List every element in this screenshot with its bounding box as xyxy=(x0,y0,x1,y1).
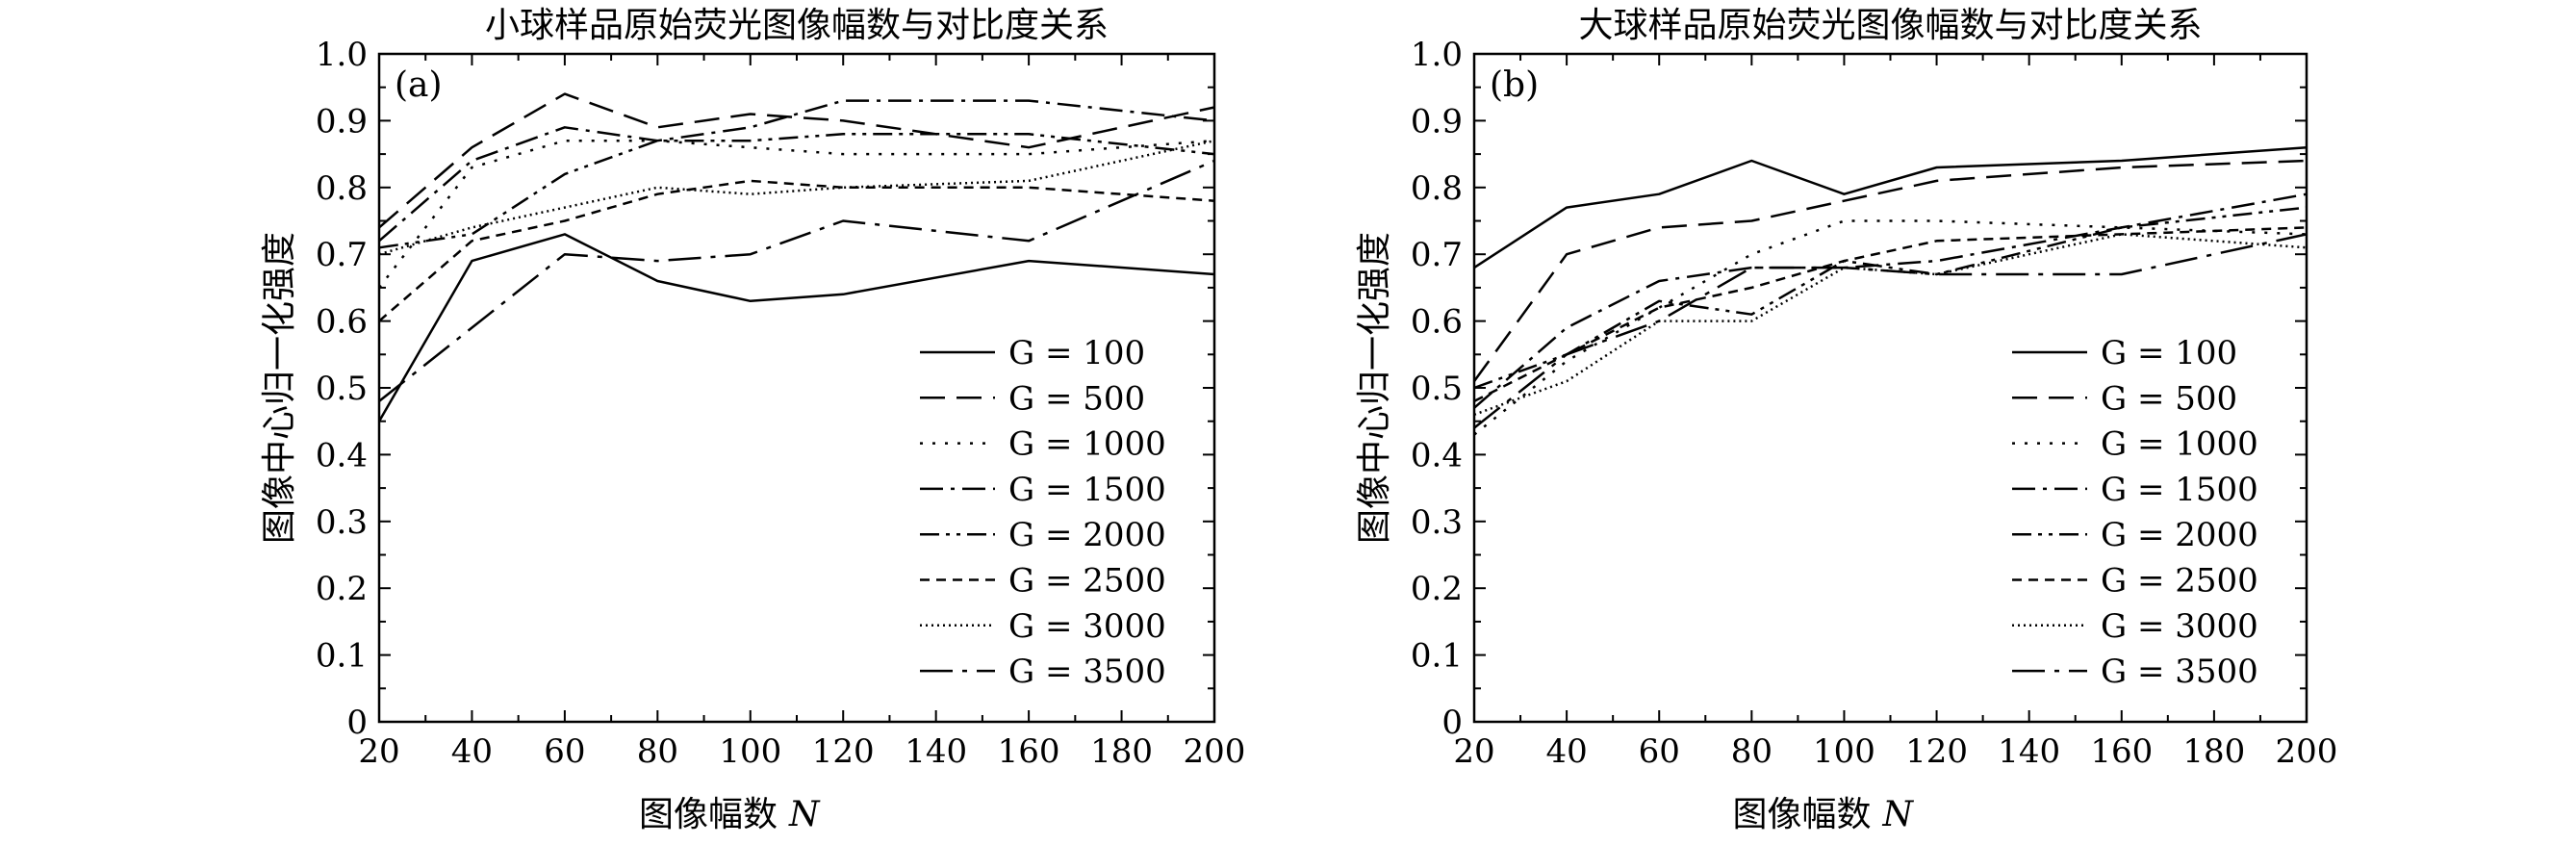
legend-label: G = 2000 xyxy=(1008,516,1166,554)
x-tick-label: 200 xyxy=(2276,732,2338,771)
series-line-2500 xyxy=(1473,226,2308,403)
y-tick-label: 0 xyxy=(1441,704,1463,742)
x-tick-label: 180 xyxy=(2182,732,2245,771)
series-line-1500 xyxy=(1473,192,2308,409)
x-tick-label: 40 xyxy=(1545,732,1587,771)
x-tick-label: 60 xyxy=(1639,732,1680,771)
y-axis-label: 图像中心归一化强度 xyxy=(260,232,299,544)
x-tick-label: 20 xyxy=(1453,732,1494,771)
x-tick-label: 60 xyxy=(544,732,585,771)
y-tick-label: 0.3 xyxy=(316,503,368,542)
legend-label: G = 3500 xyxy=(2101,653,2258,691)
x-tick-label: 120 xyxy=(1905,732,1968,771)
y-tick-label: 0.1 xyxy=(1411,637,1463,676)
legend-label: G = 2000 xyxy=(2101,516,2258,554)
x-tick-label: 100 xyxy=(1813,732,1875,771)
x-axis-variable: N xyxy=(788,795,821,834)
y-tick-label: 0.4 xyxy=(1411,436,1463,474)
y-tick-label: 0.3 xyxy=(1411,503,1463,542)
x-tick-label: 120 xyxy=(812,732,875,771)
series-line-1000 xyxy=(1473,219,2308,436)
y-tick-label: 0.9 xyxy=(316,102,368,141)
series-line-500 xyxy=(378,92,1215,229)
y-tick-label: 0.8 xyxy=(1411,169,1463,208)
series-line-100 xyxy=(377,233,1215,422)
x-tick-label: 100 xyxy=(719,732,781,771)
series-line-3000 xyxy=(1473,233,2308,416)
legend-label: G = 3000 xyxy=(2101,607,2258,646)
y-axis-label: 图像中心归一化强度 xyxy=(1355,232,1394,544)
y-tick-label: 0.6 xyxy=(316,303,368,342)
chart-title: 大球样品原始荧光图像幅数与对比度关系 xyxy=(1578,6,2202,45)
y-tick-label: 0.2 xyxy=(1411,570,1463,608)
legend-label: G = 500 xyxy=(1008,379,1145,418)
y-tick-label: 0.1 xyxy=(316,637,368,676)
y-tick-label: 0.5 xyxy=(1411,370,1463,408)
y-tick-label: 0.4 xyxy=(316,436,368,474)
legend-label: G = 1500 xyxy=(1008,471,1166,509)
y-tick-label: 0.8 xyxy=(316,169,368,208)
x-axis-variable: N xyxy=(1882,795,1915,834)
legend-label: G = 3500 xyxy=(1008,653,1166,691)
legend-label: G = 2500 xyxy=(1008,562,1166,601)
series-line-3500 xyxy=(378,159,1215,402)
y-tick-label: 1.0 xyxy=(1411,36,1463,74)
series-line-3500 xyxy=(1473,233,2308,429)
y-tick-label: 1.0 xyxy=(316,36,368,74)
x-tick-label: 80 xyxy=(1731,732,1773,771)
legend-label: G = 1500 xyxy=(2101,471,2258,509)
x-tick-label: 80 xyxy=(637,732,678,771)
y-tick-label: 0.7 xyxy=(316,236,368,274)
series-line-2000 xyxy=(378,133,1215,249)
panel-label: (b) xyxy=(1490,65,1539,105)
legend-label: G = 500 xyxy=(2101,379,2237,418)
x-tick-label: 40 xyxy=(451,732,493,771)
chart-panel-a: 小球样品原始荧光图像幅数与对比度关系 20 40 60 80 100 120 140 160 18… xyxy=(260,6,1245,834)
series-line-100 xyxy=(1473,145,2308,269)
legend-label: G = 1000 xyxy=(1008,425,1166,464)
y-tick-label: 0 xyxy=(346,704,368,742)
panel-label: (a) xyxy=(395,65,443,105)
legend-label: G = 3000 xyxy=(1008,607,1166,646)
legend-label: G = 100 xyxy=(2101,334,2237,372)
y-tick-label: 0.9 xyxy=(1411,102,1463,141)
series-line-1500 xyxy=(378,99,1215,243)
y-tick-label: 0.2 xyxy=(316,570,368,608)
x-tick-label: 20 xyxy=(358,732,399,771)
x-tick-label: 160 xyxy=(998,732,1060,771)
x-tick-label: 160 xyxy=(2090,732,2153,771)
y-tick-label: 0.7 xyxy=(1411,236,1463,274)
x-tick-label: 200 xyxy=(1184,732,1246,771)
legend-label: G = 100 xyxy=(1008,334,1145,372)
x-axis-label: 图像幅数 xyxy=(639,795,778,834)
x-tick-label: 180 xyxy=(1090,732,1153,771)
y-tick-label: 0.6 xyxy=(1411,303,1463,342)
series-line-2500 xyxy=(378,179,1215,322)
chart-title: 小球样品原始荧光图像幅数与对比度关系 xyxy=(485,6,1109,45)
x-axis-label: 图像幅数 xyxy=(1732,795,1871,834)
y-tick-label: 0.5 xyxy=(316,370,368,408)
chart-panel-b: 大球样品原始荧光图像幅数与对比度关系 20 40 60 80 100 120 140 160 18… xyxy=(1355,6,2337,834)
legend-label: G = 1000 xyxy=(2101,425,2258,464)
x-tick-label: 140 xyxy=(1998,732,2060,771)
x-tick-label: 140 xyxy=(905,732,967,771)
legend-label: G = 2500 xyxy=(2101,562,2258,601)
